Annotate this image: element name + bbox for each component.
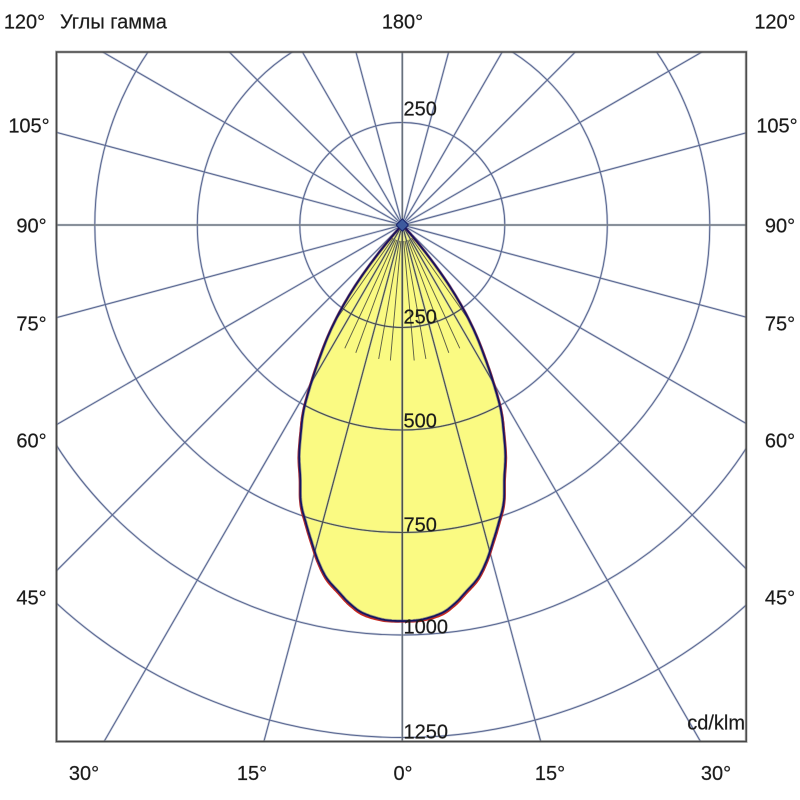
svg-text:45°: 45° xyxy=(765,588,795,610)
svg-text:180°: 180° xyxy=(382,12,423,34)
svg-text:cd/klm: cd/klm xyxy=(687,713,745,735)
svg-text:75°: 75° xyxy=(765,314,795,336)
svg-text:1250: 1250 xyxy=(404,722,449,744)
svg-text:500: 500 xyxy=(404,411,437,433)
svg-text:Углы гамма: Углы гамма xyxy=(60,12,168,34)
svg-text:105°: 105° xyxy=(756,116,797,138)
svg-text:45°: 45° xyxy=(16,588,46,610)
svg-text:120°: 120° xyxy=(754,12,795,34)
svg-text:75°: 75° xyxy=(16,314,46,336)
svg-text:30°: 30° xyxy=(701,763,731,785)
svg-text:250: 250 xyxy=(404,99,437,121)
svg-text:60°: 60° xyxy=(765,431,795,453)
svg-text:90°: 90° xyxy=(16,216,46,238)
svg-text:250: 250 xyxy=(404,307,437,329)
svg-text:90°: 90° xyxy=(765,216,795,238)
svg-text:750: 750 xyxy=(404,515,437,537)
svg-text:30°: 30° xyxy=(69,763,99,785)
svg-text:105°: 105° xyxy=(8,116,49,138)
svg-text:0°: 0° xyxy=(393,763,412,785)
svg-text:1000: 1000 xyxy=(404,617,449,639)
svg-text:60°: 60° xyxy=(16,431,46,453)
svg-text:120°: 120° xyxy=(4,12,45,34)
svg-text:15°: 15° xyxy=(237,763,267,785)
svg-text:15°: 15° xyxy=(535,763,565,785)
